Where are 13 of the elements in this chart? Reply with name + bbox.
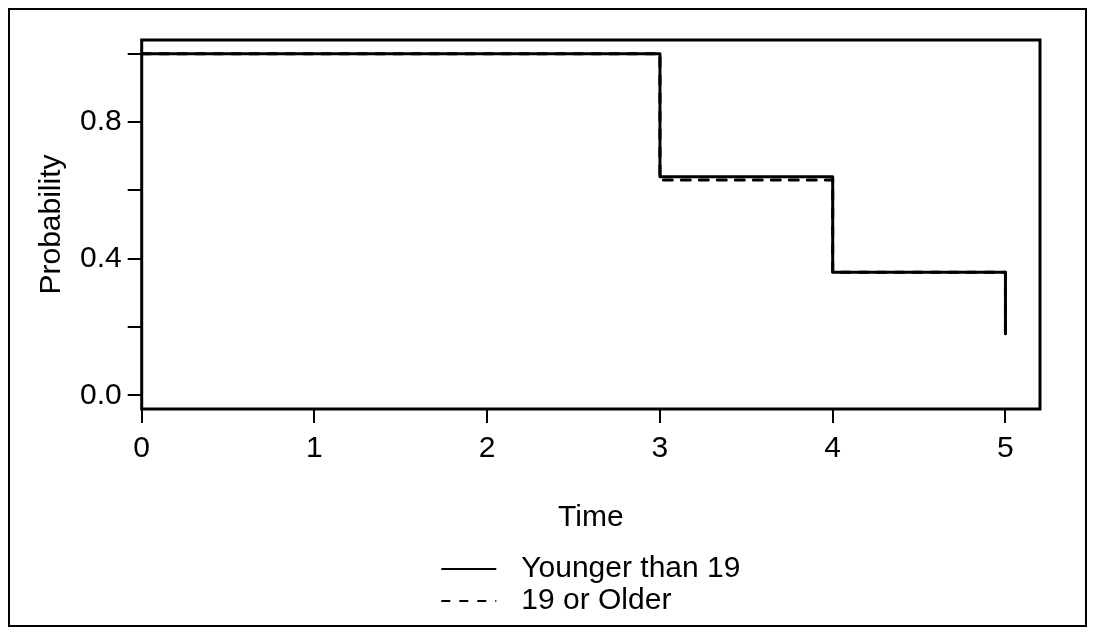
x-tick-label: 0 (133, 430, 151, 464)
x-tick-label: 4 (824, 430, 842, 464)
x-tick-label: 1 (306, 430, 323, 464)
y-tick-label: 0.0 (79, 376, 122, 410)
legend-label: Younger than 19 (521, 550, 741, 584)
x-tick-label: 2 (478, 430, 496, 464)
y-tick-label: 0.4 (79, 239, 122, 273)
x-tick-label: 3 (651, 430, 669, 464)
x-tick-label: 5 (997, 430, 1014, 464)
y-tick-label: 0.8 (79, 103, 122, 137)
x-axis-title: Time (558, 499, 624, 533)
y-axis-title: Probability (33, 154, 67, 295)
legend-label: 19 or Older (521, 582, 672, 616)
